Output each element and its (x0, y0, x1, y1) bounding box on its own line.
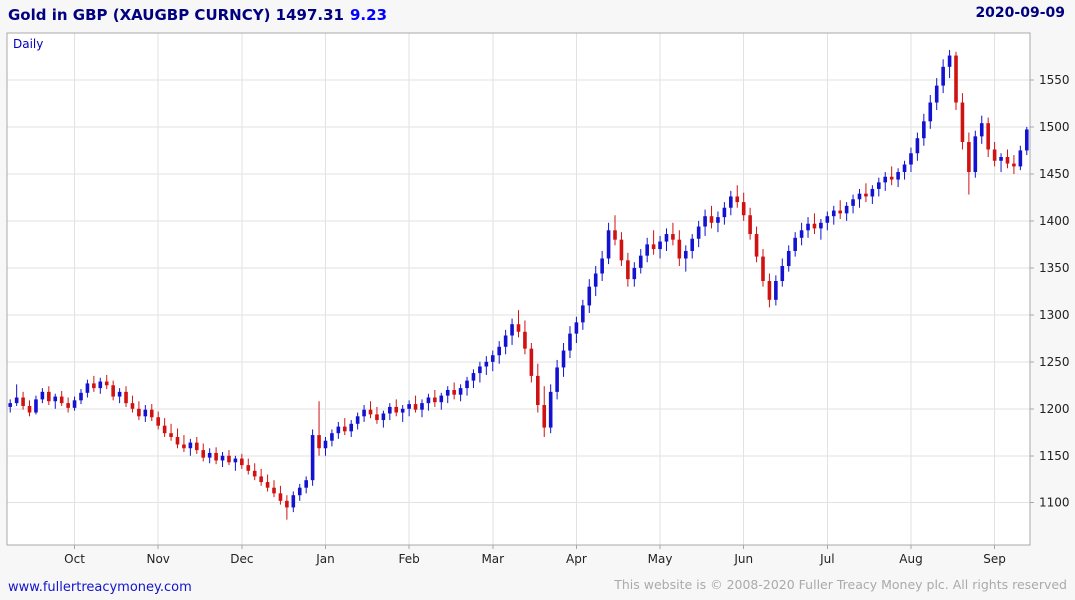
y-axis-label: 1100 (1039, 496, 1070, 510)
x-axis-label: Sep (983, 552, 1006, 566)
page-title: Gold in GBP (XAUGBP CURNCY) 1497.31 (8, 6, 344, 24)
x-axis-label: Feb (398, 552, 419, 566)
y-axis-label: 1150 (1039, 449, 1070, 463)
y-axis-label: 1500 (1039, 120, 1070, 134)
y-axis-label: 1400 (1039, 214, 1070, 228)
y-axis-label: 1250 (1039, 355, 1070, 369)
footer: www.fullertreacymoney.com This website i… (8, 576, 1067, 595)
x-axis-label: Apr (566, 552, 587, 566)
date-label: 2020-09-09 (975, 5, 1065, 21)
website-link[interactable]: www.fullertreacymoney.com (8, 580, 192, 595)
x-axis-label: Jan (315, 552, 335, 566)
x-axis-label: Jun (733, 552, 753, 566)
y-axis-label: 1200 (1039, 402, 1070, 416)
y-axis-label: 1300 (1039, 308, 1070, 322)
copyright-text: This website is © 2008-2020 Fuller Treac… (614, 577, 1067, 592)
x-axis-label: Mar (481, 552, 504, 566)
header: Gold in GBP (XAUGBP CURNCY) 1497.31 9.23 … (8, 5, 1067, 29)
y-axis-label: 1550 (1039, 73, 1070, 87)
y-axis-label: 1350 (1039, 261, 1070, 275)
y-axis-label: 1450 (1039, 167, 1070, 181)
x-axis-label: Dec (230, 552, 253, 566)
price-change: 9.23 (350, 6, 388, 24)
x-axis-label: Aug (899, 552, 922, 566)
x-axis-label: Nov (146, 552, 169, 566)
timeframe-label: Daily (13, 37, 44, 51)
x-axis-label: Oct (64, 552, 85, 566)
x-axis-label: Jul (819, 552, 834, 566)
x-axis-label: May (648, 552, 673, 566)
